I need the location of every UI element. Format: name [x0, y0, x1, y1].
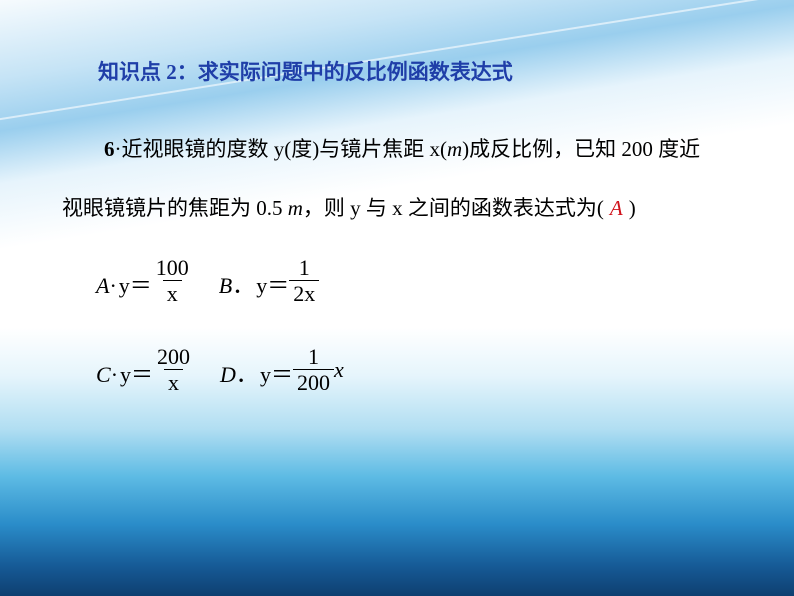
option-a-prefix: y＝	[119, 273, 152, 298]
option-b-label: B	[219, 273, 232, 298]
option-b-num: 1	[295, 256, 314, 280]
option-a: A·y＝ 100 x	[96, 256, 193, 305]
slide-content: 知识点 2：求实际问题中的反比例函数表达式 6·近视眼镜的度数 y(度)与镜片焦…	[0, 0, 794, 394]
option-d-suffix: x	[334, 345, 344, 383]
option-c-label: C	[96, 362, 111, 387]
option-d-fraction: 1 200	[293, 345, 334, 394]
option-b: B．y＝ 1 2x	[219, 256, 319, 305]
option-b-den: 2x	[289, 280, 319, 305]
option-d-label: D	[220, 362, 236, 387]
question-paragraph: 6·近视眼镜的度数 y(度)与镜片焦距 x(m)成反比例，已知 200 度近 视…	[62, 120, 738, 238]
option-c: C·y＝ 200 x	[96, 345, 194, 394]
option-a-den: x	[163, 280, 182, 305]
question-close-paren: )	[629, 196, 636, 220]
option-d-den: 200	[293, 369, 334, 394]
option-d-sep: ．	[236, 362, 260, 387]
unit-m-2: m	[288, 196, 303, 220]
options-block: A·y＝ 100 x B．y＝ 1 2x C·y＝	[96, 256, 738, 394]
knowledge-point-heading: 知识点 2：求实际问题中的反比例函数表达式	[98, 56, 738, 86]
option-a-num: 100	[152, 256, 193, 280]
option-a-fraction: 100 x	[152, 256, 193, 305]
question-line2-before: 视眼镜镜片的焦距为 0.5	[62, 196, 288, 220]
question-number: 6	[104, 137, 115, 161]
option-c-sep: ·	[111, 362, 120, 387]
option-d-prefix: y＝	[260, 362, 293, 387]
option-c-prefix: y＝	[120, 362, 153, 387]
option-a-sep: ·	[109, 273, 118, 298]
option-c-fraction: 200 x	[153, 345, 194, 394]
option-b-fraction: 1 2x	[289, 256, 319, 305]
option-c-num: 200	[153, 345, 194, 369]
question-line1-before: ·近视眼镜的度数 y(度)与镜片焦距 x(	[115, 137, 447, 161]
option-d-num: 1	[304, 345, 323, 369]
option-b-sep: ．	[232, 273, 256, 298]
option-a-label: A	[96, 273, 109, 298]
question-line2-after: ，则 y 与 x 之间的函数表达式为(	[303, 196, 604, 220]
option-d: D．y＝ 1 200 x	[220, 345, 344, 394]
unit-m-1: m	[447, 137, 462, 161]
options-row-2: C·y＝ 200 x D．y＝ 1 200 x	[96, 345, 738, 394]
correct-answer: A	[604, 196, 629, 220]
option-c-den: x	[164, 369, 183, 394]
option-b-prefix: y＝	[256, 273, 289, 298]
options-row-1: A·y＝ 100 x B．y＝ 1 2x	[96, 256, 738, 305]
question-line1-after: )成反比例，已知 200 度近	[462, 137, 700, 161]
